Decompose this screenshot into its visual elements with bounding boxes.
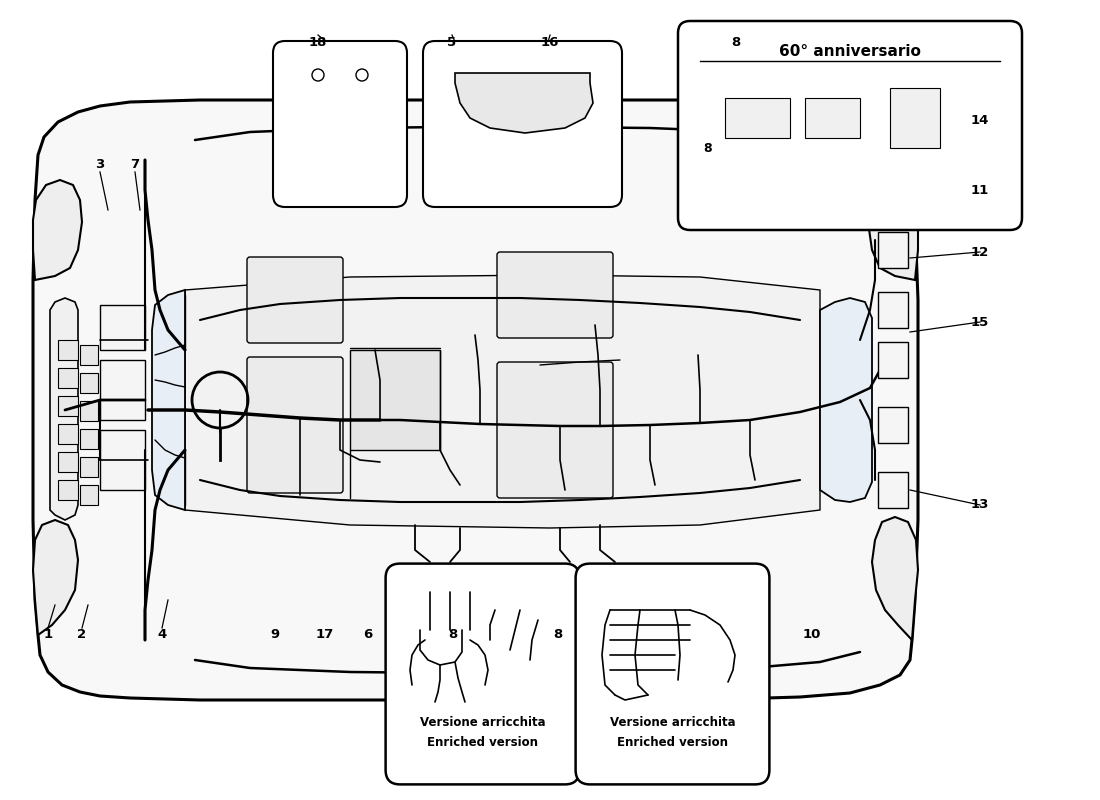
Polygon shape bbox=[185, 275, 820, 528]
FancyBboxPatch shape bbox=[386, 563, 580, 784]
Polygon shape bbox=[33, 180, 82, 280]
FancyBboxPatch shape bbox=[497, 362, 613, 498]
Text: 2: 2 bbox=[77, 629, 87, 642]
Text: 16: 16 bbox=[541, 35, 559, 49]
Bar bbox=[58, 368, 78, 388]
Text: a passion for cars: a passion for cars bbox=[260, 458, 481, 482]
Text: 10: 10 bbox=[803, 629, 822, 642]
Text: 6: 6 bbox=[363, 629, 373, 642]
FancyBboxPatch shape bbox=[248, 357, 343, 493]
Text: 8: 8 bbox=[449, 629, 458, 642]
Text: Versione arricchita: Versione arricchita bbox=[420, 715, 546, 729]
Text: 9: 9 bbox=[271, 629, 279, 642]
Bar bbox=[80, 345, 98, 365]
Bar bbox=[890, 88, 940, 148]
Circle shape bbox=[356, 69, 369, 81]
Text: 12: 12 bbox=[971, 246, 989, 258]
Bar bbox=[878, 342, 908, 378]
Text: Enriched version: Enriched version bbox=[617, 735, 728, 749]
Text: 4: 4 bbox=[157, 629, 166, 642]
FancyBboxPatch shape bbox=[424, 41, 622, 207]
Text: 8: 8 bbox=[553, 629, 562, 642]
Text: 15: 15 bbox=[971, 315, 989, 329]
Bar bbox=[58, 340, 78, 360]
Bar bbox=[100, 360, 145, 420]
Bar bbox=[58, 424, 78, 444]
Bar bbox=[58, 480, 78, 500]
Bar bbox=[100, 305, 145, 350]
Bar bbox=[80, 485, 98, 505]
Text: Versione arricchita: Versione arricchita bbox=[609, 715, 735, 729]
Bar bbox=[80, 457, 98, 477]
Text: 8: 8 bbox=[732, 35, 740, 49]
Bar bbox=[100, 430, 145, 490]
Polygon shape bbox=[820, 298, 872, 502]
Text: 7: 7 bbox=[131, 158, 140, 171]
Bar bbox=[80, 401, 98, 421]
Polygon shape bbox=[152, 290, 185, 510]
Bar bbox=[878, 292, 908, 328]
Text: EUROSPARE: EUROSPARE bbox=[227, 387, 543, 433]
FancyBboxPatch shape bbox=[497, 252, 613, 338]
Bar bbox=[725, 98, 790, 138]
Bar bbox=[805, 98, 860, 138]
Text: 11: 11 bbox=[971, 183, 989, 197]
FancyBboxPatch shape bbox=[248, 257, 343, 343]
FancyBboxPatch shape bbox=[273, 41, 407, 207]
Text: 17: 17 bbox=[316, 629, 334, 642]
Text: 1: 1 bbox=[43, 629, 53, 642]
Text: 13: 13 bbox=[971, 498, 989, 511]
Text: 5: 5 bbox=[448, 35, 456, 49]
Circle shape bbox=[312, 69, 324, 81]
Polygon shape bbox=[872, 517, 918, 640]
FancyBboxPatch shape bbox=[678, 21, 1022, 230]
Bar bbox=[878, 407, 908, 443]
Text: Enriched version: Enriched version bbox=[427, 735, 538, 749]
Polygon shape bbox=[33, 520, 78, 635]
Text: 14: 14 bbox=[971, 114, 989, 126]
Text: 8: 8 bbox=[704, 142, 713, 154]
Text: 3: 3 bbox=[96, 158, 104, 171]
Bar bbox=[80, 373, 98, 393]
Polygon shape bbox=[868, 179, 918, 280]
Text: 18: 18 bbox=[309, 35, 327, 49]
Polygon shape bbox=[33, 100, 918, 700]
Text: 60° anniversario: 60° anniversario bbox=[779, 43, 921, 58]
Bar bbox=[350, 350, 440, 450]
Bar bbox=[58, 396, 78, 416]
Bar bbox=[878, 472, 908, 508]
Bar bbox=[58, 452, 78, 472]
Bar bbox=[878, 232, 908, 268]
Polygon shape bbox=[50, 298, 78, 520]
Polygon shape bbox=[455, 73, 593, 133]
Bar bbox=[80, 429, 98, 449]
FancyBboxPatch shape bbox=[575, 563, 769, 784]
